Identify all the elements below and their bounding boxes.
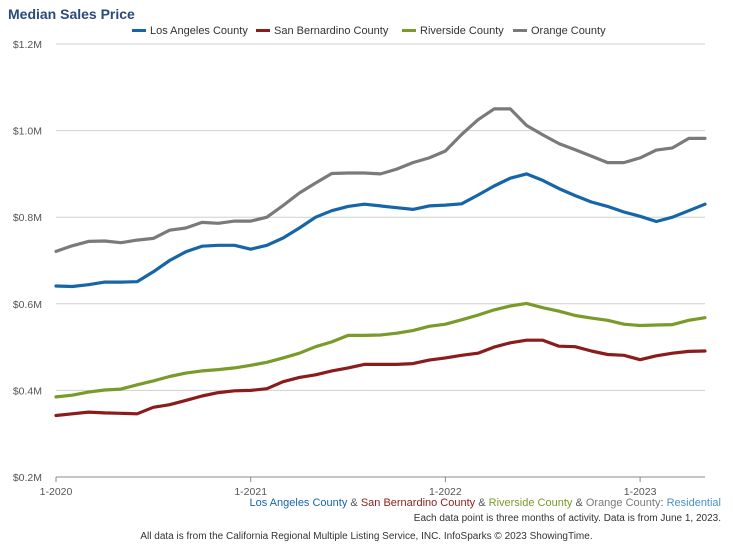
series-lines xyxy=(54,107,707,418)
legend-label-riverside: Riverside County xyxy=(420,25,504,37)
legend-swatch-orange xyxy=(513,28,527,32)
subtitle-los-angeles: Los Angeles County xyxy=(249,497,348,509)
y-tick-label: $0.4M xyxy=(13,385,42,397)
legend-swatch-los-angeles xyxy=(132,28,146,32)
y-tick-label: $0.8M xyxy=(13,212,42,224)
y-tick-label: $1.2M xyxy=(13,39,42,51)
legend-item-san-bernardino[interactable]: San Bernardino County xyxy=(256,25,388,37)
chart-title: Median Sales Price xyxy=(8,6,135,22)
line-chart: $0.2M $0.4M $0.6M $0.8M $1.0M $1.2M 1-2020 1-20… xyxy=(13,39,707,498)
series-line-orange xyxy=(54,107,707,253)
x-tick-label: 1-2023 xyxy=(624,486,657,498)
footer-attribution: All data is from the California Regional… xyxy=(140,531,593,542)
x-tick-label: 1-2021 xyxy=(234,486,267,498)
x-tick-label: 1-2022 xyxy=(429,486,462,498)
series-line-la xyxy=(54,172,707,289)
chart-legend: Los Angeles County San Bernardino County… xyxy=(0,25,733,39)
legend-label-los-angeles: Los Angeles County xyxy=(150,25,248,37)
grid-lines xyxy=(56,43,705,478)
series-line-riverside xyxy=(54,301,707,399)
subtitle-separator: & xyxy=(475,497,489,509)
subtitle-riverside: Riverside County xyxy=(488,497,573,509)
legend-item-los-angeles[interactable]: Los Angeles County xyxy=(132,25,248,37)
subtitle-san-bernardino: San Bernardino County xyxy=(360,497,476,509)
subtitle-separator: & xyxy=(572,497,586,509)
axes: $0.2M $0.4M $0.6M $0.8M $1.0M $1.2M 1-2020 1-20… xyxy=(13,39,657,498)
legend-item-riverside[interactable]: Riverside County xyxy=(402,25,504,37)
subtitle-orange: Orange County xyxy=(585,497,661,509)
legend-label-san-bernardino: San Bernardino County xyxy=(274,25,389,37)
chart-subtitle: Los Angeles County & San Bernardino Coun… xyxy=(250,497,722,509)
legend-swatch-san-bernardino xyxy=(256,28,270,32)
subtitle-residential: Residential xyxy=(666,497,721,509)
legend-item-orange[interactable]: Orange County xyxy=(513,25,606,37)
legend-label-orange: Orange County xyxy=(531,25,606,37)
subtitle-colon: : xyxy=(660,497,667,509)
y-tick-label: $0.6M xyxy=(13,299,42,311)
subtitle-separator: & xyxy=(347,497,361,509)
legend-swatch-riverside xyxy=(402,28,416,32)
y-tick-label: $1.0M xyxy=(13,126,42,138)
x-tick-label: 1-2020 xyxy=(40,486,73,498)
data-note: Each data point is three months of activ… xyxy=(413,513,721,524)
y-tick-label: $0.2M xyxy=(13,472,42,484)
series-line-sb xyxy=(54,338,707,418)
